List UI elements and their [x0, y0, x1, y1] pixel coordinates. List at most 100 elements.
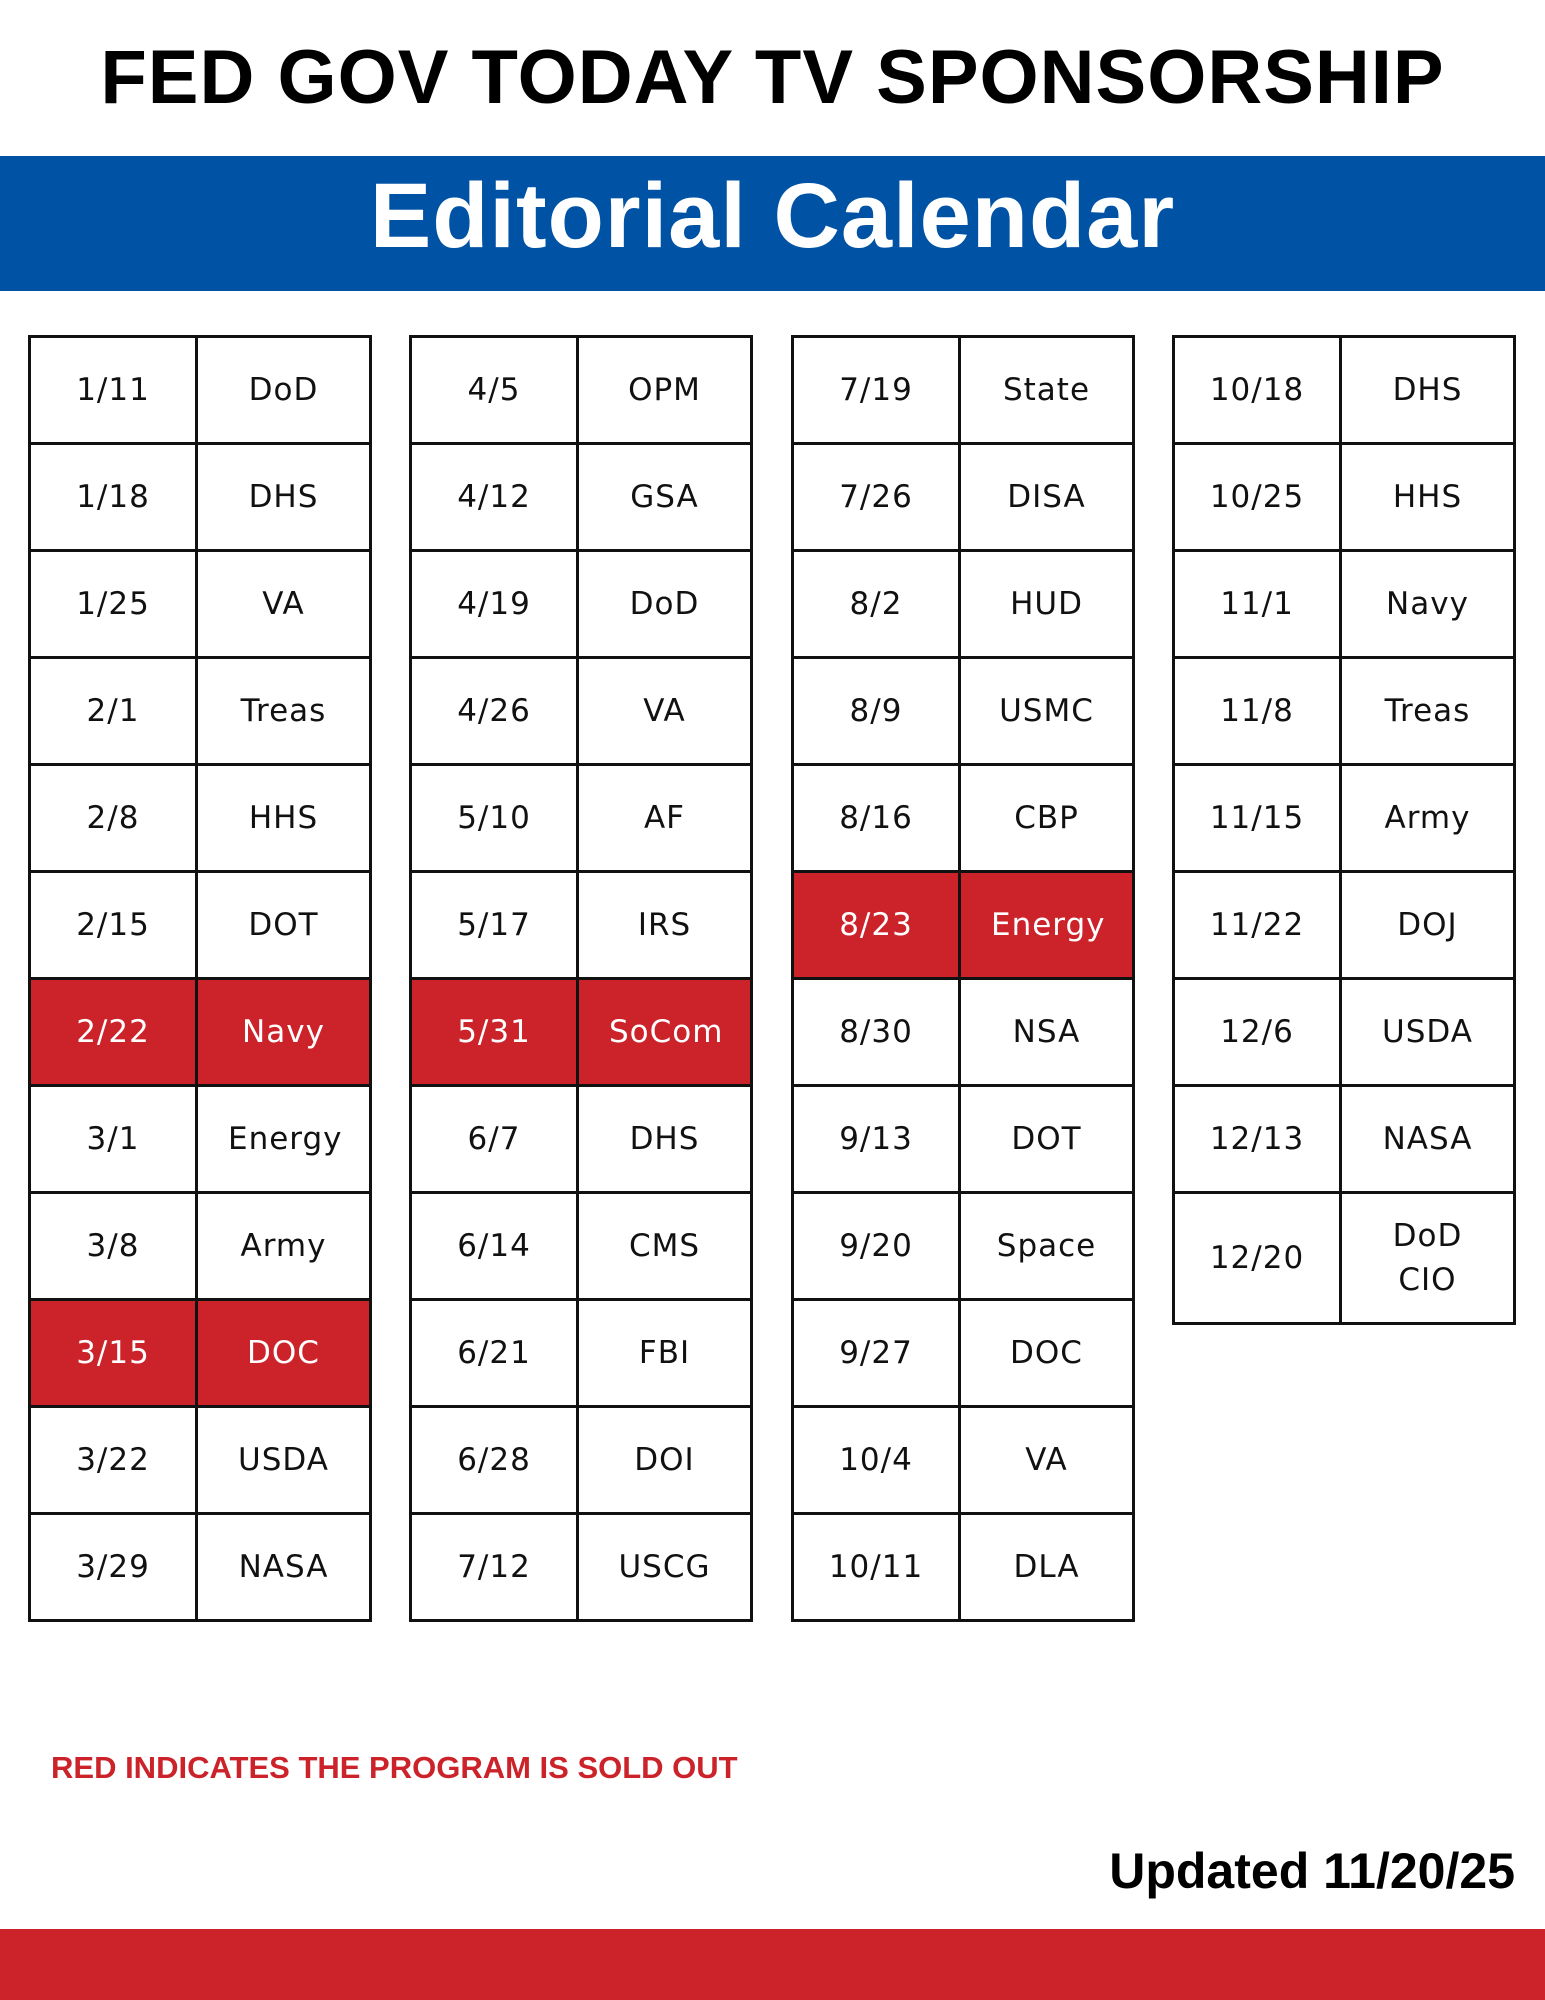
date-cell: 3/29	[28, 1512, 198, 1622]
agency-cell: CBP	[958, 763, 1135, 873]
date-cell: 11/22	[1172, 870, 1342, 980]
calendar-row: 7/26 DISA	[791, 442, 1135, 552]
date-cell: 10/25	[1172, 442, 1342, 552]
calendar-row: 9/13 DOT	[791, 1084, 1135, 1194]
calendar-row: 7/19 State	[791, 335, 1135, 445]
date-cell: 6/7	[409, 1084, 579, 1194]
calendar-row: 8/23 Energy	[791, 870, 1135, 980]
calendar-row: 4/19 DoD	[409, 549, 753, 659]
date-cell: 2/8	[28, 763, 198, 873]
date-cell: 4/5	[409, 335, 579, 445]
date-cell: 8/16	[791, 763, 961, 873]
date-cell: 10/18	[1172, 335, 1342, 445]
date-cell: 8/2	[791, 549, 961, 659]
agency-cell: State	[958, 335, 1135, 445]
calendar-row: 9/20 Space	[791, 1191, 1135, 1301]
calendar-row: 8/30 NSA	[791, 977, 1135, 1087]
calendar-row: 5/10 AF	[409, 763, 753, 873]
agency-cell: Energy	[195, 1084, 372, 1194]
agency-cell: HHS	[1339, 442, 1516, 552]
calendar-row: 6/21 FBI	[409, 1298, 753, 1408]
date-cell: 1/25	[28, 549, 198, 659]
date-cell: 8/9	[791, 656, 961, 766]
calendar-row: 3/8 Army	[28, 1191, 372, 1301]
agency-cell: DHS	[195, 442, 372, 552]
date-cell: 5/31	[409, 977, 579, 1087]
agency-cell: DHS	[1339, 335, 1516, 445]
calendar-row: 5/17 IRS	[409, 870, 753, 980]
calendar-row: 11/15 Army	[1172, 763, 1516, 873]
agency-cell: Army	[1339, 763, 1516, 873]
agency-cell: NSA	[958, 977, 1135, 1087]
agency-cell: NASA	[1339, 1084, 1516, 1194]
subtitle: Editorial Calendar	[369, 165, 1176, 267]
date-cell: 11/15	[1172, 763, 1342, 873]
date-cell: 10/4	[791, 1405, 961, 1515]
date-cell: 9/27	[791, 1298, 961, 1408]
agency-cell: DOC	[958, 1298, 1135, 1408]
agency-cell: NASA	[195, 1512, 372, 1622]
agency-cell: DOJ	[1339, 870, 1516, 980]
agency-cell: DHS	[576, 1084, 753, 1194]
calendar-row: 6/28 DOI	[409, 1405, 753, 1515]
date-cell: 2/22	[28, 977, 198, 1087]
calendar-row: 4/26 VA	[409, 656, 753, 766]
date-cell: 6/28	[409, 1405, 579, 1515]
agency-cell: Treas	[195, 656, 372, 766]
agency-cell: USDA	[1339, 977, 1516, 1087]
calendar-column: 10/18 DHS 10/25 HHS 11/1 Navy 11/8 Treas 11/15 Ar…	[1172, 335, 1516, 1325]
date-cell: 1/18	[28, 442, 198, 552]
date-cell: 11/8	[1172, 656, 1342, 766]
bottom-band	[0, 1929, 1545, 2000]
date-cell: 7/12	[409, 1512, 579, 1622]
date-cell: 11/1	[1172, 549, 1342, 659]
agency-cell: Treas	[1339, 656, 1516, 766]
agency-cell: Navy	[195, 977, 372, 1087]
date-cell: 3/15	[28, 1298, 198, 1408]
agency-cell: GSA	[576, 442, 753, 552]
calendar-row: 10/18 DHS	[1172, 335, 1516, 445]
calendar-row: 11/22 DOJ	[1172, 870, 1516, 980]
calendar-column: 7/19 State 7/26 DISA 8/2 HUD 8/9 USMC 8/16 CBP 8/2…	[791, 335, 1135, 1622]
agency-cell: DOC	[195, 1298, 372, 1408]
calendar-row: 1/11 DoD	[28, 335, 372, 445]
agency-cell: VA	[958, 1405, 1135, 1515]
agency-cell: DoD CIO	[1339, 1191, 1516, 1325]
calendar-row: 4/12 GSA	[409, 442, 753, 552]
calendar-row: 11/1 Navy	[1172, 549, 1516, 659]
agency-cell: HUD	[958, 549, 1135, 659]
date-cell: 10/11	[791, 1512, 961, 1622]
date-cell: 6/14	[409, 1191, 579, 1301]
calendar-row: 1/25 VA	[28, 549, 372, 659]
agency-cell: DOT	[195, 870, 372, 980]
calendar-row: 4/5 OPM	[409, 335, 753, 445]
date-cell: 9/13	[791, 1084, 961, 1194]
calendar-row: 10/4 VA	[791, 1405, 1135, 1515]
date-cell: 3/22	[28, 1405, 198, 1515]
legend-note: RED INDICATES THE PROGRAM IS SOLD OUT	[51, 1750, 738, 1785]
date-cell: 7/26	[791, 442, 961, 552]
agency-cell: Navy	[1339, 549, 1516, 659]
agency-cell: USCG	[576, 1512, 753, 1622]
agency-cell: OPM	[576, 335, 753, 445]
date-cell: 7/19	[791, 335, 961, 445]
date-cell: 12/20	[1172, 1191, 1342, 1325]
calendar-row: 5/31 SoCom	[409, 977, 753, 1087]
calendar-row: 2/1 Treas	[28, 656, 372, 766]
date-cell: 12/6	[1172, 977, 1342, 1087]
agency-cell: CMS	[576, 1191, 753, 1301]
calendar-row: 8/2 HUD	[791, 549, 1135, 659]
calendar-row: 10/25 HHS	[1172, 442, 1516, 552]
calendar-row: 1/18 DHS	[28, 442, 372, 552]
agency-cell: FBI	[576, 1298, 753, 1408]
agency-cell: DOT	[958, 1084, 1135, 1194]
calendar-row: 12/13 NASA	[1172, 1084, 1516, 1194]
calendar-row: 10/11 DLA	[791, 1512, 1135, 1622]
agency-cell: IRS	[576, 870, 753, 980]
calendar-row: 3/29 NASA	[28, 1512, 372, 1622]
calendar-row: 3/1 Energy	[28, 1084, 372, 1194]
calendar-row: 8/9 USMC	[791, 656, 1135, 766]
date-cell: 4/19	[409, 549, 579, 659]
date-cell: 8/23	[791, 870, 961, 980]
